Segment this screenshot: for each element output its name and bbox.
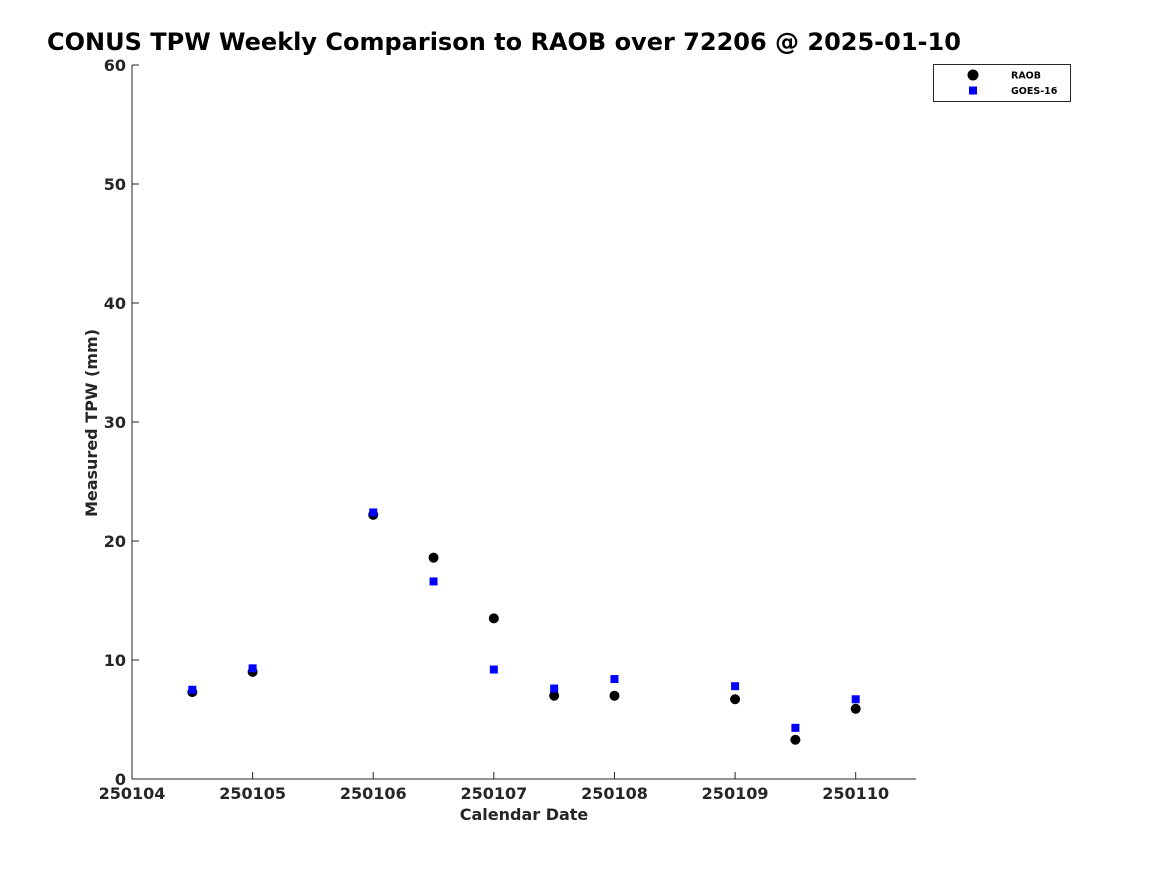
goes-16-point [731,682,740,691]
x-tick-label: 250109 [702,784,769,803]
goes-16-point [369,508,378,517]
goes-16-point [188,685,197,694]
legend-label: RAOB [1011,71,1041,82]
y-tick-label: 10 [104,651,126,670]
x-tick-label: 250107 [460,784,527,803]
goes-16-point [248,664,257,673]
series-goes-16 [188,508,860,732]
y-tick-label: 0 [115,770,126,789]
raob-point [850,703,861,714]
raob-point [609,690,620,701]
y-tick-label: 20 [104,532,126,551]
chart-title: CONUS TPW Weekly Comparison to RAOB over… [47,28,961,56]
legend-marker [967,69,979,81]
raob-point [428,552,439,563]
goes-16-point [550,684,559,693]
ticks: 0 10 20 30 40 50 60 250104 250105 250106 250107 250… [99,56,889,803]
x-tick-label: 250110 [822,784,889,803]
y-tick-label: 40 [104,294,126,313]
goes-16-point [489,665,498,674]
x-tick-label: 250108 [581,784,648,803]
goes-16-point [610,675,619,684]
goes-16-point [791,723,800,732]
x-tick-label: 250105 [219,784,286,803]
legend-label: GOES-16 [1011,86,1058,97]
raob-point [790,734,801,745]
goes-16-point [851,695,860,704]
raob-point [488,613,499,624]
raob-point [730,694,741,705]
x-axis-label: Calendar Date [460,805,589,824]
goes-16-point [429,577,438,586]
y-tick-label: 30 [104,413,126,432]
raob-point [549,690,560,701]
legend-box [933,64,1071,102]
y-tick-label: 60 [104,56,126,75]
data-markers [187,508,861,745]
legend-marker [969,86,977,95]
y-tick-label: 50 [104,175,126,194]
x-tick-label: 250104 [99,784,166,803]
series-raob [187,509,861,745]
y-axis-label: Measured TPW (mm) [82,329,101,517]
x-tick-label: 250106 [340,784,407,803]
legend: RAOB GOES-16 [933,64,1071,102]
